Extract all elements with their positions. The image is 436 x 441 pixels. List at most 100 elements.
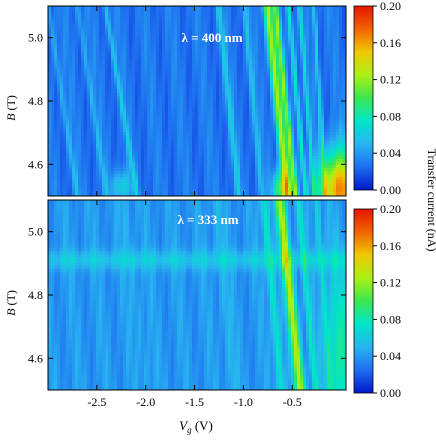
heatmap-cell [60,9,64,13]
heatmap-cell [162,27,166,31]
heatmap-cell [252,36,256,40]
heatmap-cell [57,123,61,127]
heatmap-cell [249,45,253,49]
heatmap-cell [48,15,52,19]
heatmap-cell [207,12,211,16]
heatmap-cell [108,123,112,127]
heatmap-cell [144,81,148,85]
heatmap-cell [90,36,94,40]
heatmap-cell [267,42,271,46]
heatmap-cell [303,60,307,64]
heatmap-cell [252,141,256,145]
heatmap-cell [333,51,337,55]
heatmap-cell [117,114,121,118]
heatmap-cell [342,120,346,124]
heatmap-cell [237,123,241,127]
heatmap-cell [189,147,193,151]
heatmap-cell [210,102,214,106]
heatmap-cell [309,57,313,61]
heatmap-cell [294,57,298,61]
heatmap-cell [123,21,127,25]
heatmap-cell [135,93,139,97]
heatmap-cell [288,66,292,70]
heatmap-cell [339,135,343,139]
heatmap-cell [303,117,307,121]
heatmap-cell [90,18,94,22]
heatmap-cell [195,105,199,109]
heatmap-cell [282,144,286,148]
heatmap-cell [132,84,136,88]
heatmap-cell [108,99,112,103]
heatmap-cell [300,84,304,88]
heatmap-cell [243,90,247,94]
heatmap-cell [105,78,109,82]
heatmap-cell [87,30,91,34]
heatmap-cell [303,78,307,82]
heatmap-cell [219,21,223,25]
heatmap-cell [51,87,55,91]
heatmap-cell [300,66,304,70]
heatmap-cell [144,24,148,28]
heatmap-cell [231,138,235,142]
heatmap-cell [300,27,304,31]
heatmap-cell [63,21,67,25]
heatmap-cell [303,147,307,151]
heatmap-cell [342,93,346,97]
heatmap-cell [318,75,322,79]
heatmap-cell [237,72,241,76]
heatmap-cell [66,75,70,79]
heatmap-cell [270,81,274,85]
heatmap-cell [252,21,256,25]
heatmap-cell [183,120,187,124]
heatmap-cell [195,99,199,103]
heatmap-cell [111,135,115,139]
heatmap-cell [99,132,103,136]
heatmap-cell [222,87,226,91]
heatmap-cell [300,111,304,115]
heatmap-cell [285,105,289,109]
heatmap-cell [63,27,67,31]
heatmap-cell [162,6,166,10]
heatmap-cell [189,138,193,142]
heatmap-cell [144,78,148,82]
heatmap-cell [225,45,229,49]
heatmap-cell [213,18,217,22]
heatmap-cell [204,114,208,118]
heatmap-cell [177,27,181,31]
heatmap-cell [324,78,328,82]
heatmap-cell [84,90,88,94]
heatmap-cell [156,111,160,115]
heatmap-cell [195,9,199,13]
heatmap-cell [252,24,256,28]
heatmap-cell [216,105,220,109]
heatmap-cell [240,9,244,13]
heatmap-cell [246,12,250,16]
heatmap-cell [129,135,133,139]
heatmap-cell [81,153,85,157]
heatmap-cell [84,153,88,157]
heatmap-cell [213,99,217,103]
heatmap-cell [57,153,61,157]
heatmap-cell [123,132,127,136]
heatmap-cell [276,45,280,49]
heatmap-cell [276,39,280,43]
heatmap-cell [54,78,58,82]
heatmap-cell [120,36,124,40]
heatmap-cell [324,111,328,115]
heatmap-cell [84,45,88,49]
heatmap-cell [84,117,88,121]
heatmap-cell [306,141,310,145]
heatmap-cell [321,60,325,64]
heatmap-cell [303,36,307,40]
heatmap-cell [315,63,319,67]
heatmap-cell [213,108,217,112]
heatmap-cell [150,30,154,34]
heatmap-cell [324,87,328,91]
heatmap-cell [111,144,115,148]
heatmap-cell [255,30,259,34]
heatmap-cell [177,141,181,145]
heatmap-cell [69,48,73,52]
heatmap-cell [312,117,316,121]
heatmap-cell [261,18,265,22]
heatmap-cell [324,45,328,49]
